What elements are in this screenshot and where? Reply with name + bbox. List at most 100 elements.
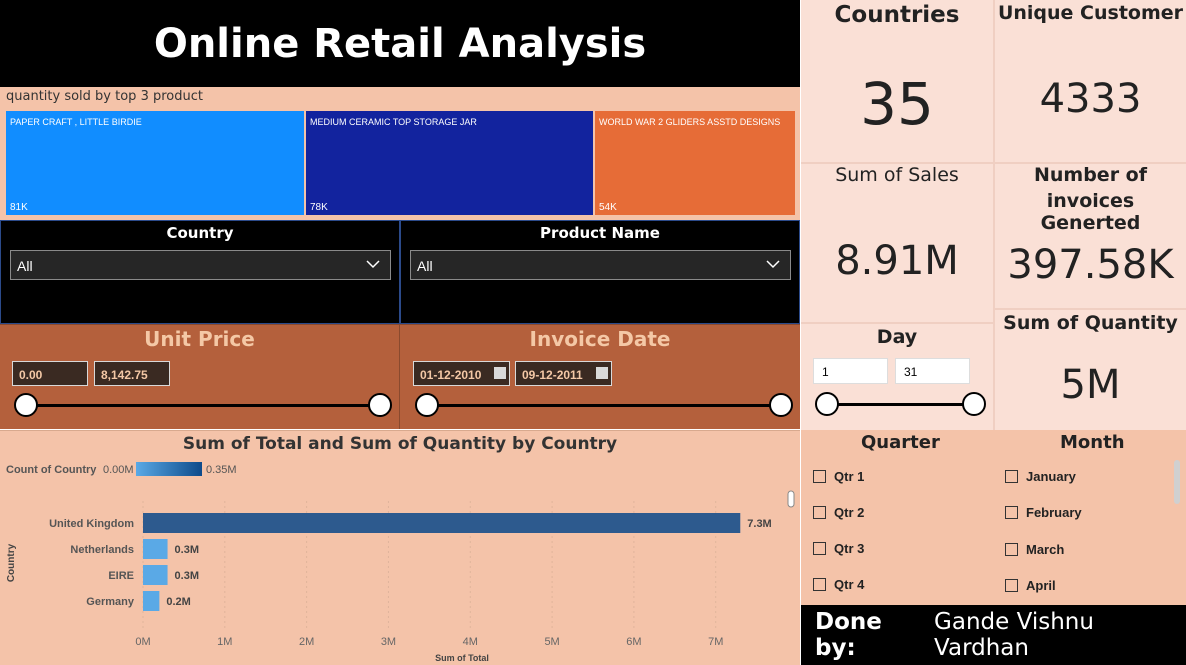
kpi-title: Sum of Sales (835, 164, 959, 186)
kpi-invoices: Number of invoices Generted 397.58K (995, 164, 1186, 308)
invoice-date-end-handle[interactable] (769, 393, 793, 417)
country-dropdown-value: All (17, 258, 33, 274)
data-label: 0.3M (175, 570, 199, 582)
product-slicer: Product Name All (400, 220, 800, 324)
month-option[interactable]: April (1005, 578, 1056, 593)
chevron-down-icon (766, 260, 780, 269)
quarter-option[interactable]: Qtr 4 (813, 577, 864, 592)
kpi-sum-of-quantity: Sum of Quantity 5M (995, 310, 1186, 430)
bar[interactable] (143, 565, 168, 585)
quarter-month-panel: Quarter Month Qtr 1 Qtr 2 Qtr 3 Qtr 4 Ja… (801, 430, 1186, 605)
checkbox[interactable] (813, 578, 826, 591)
country-bar-chart: Sum of Total and Sum of Quantity by Coun… (0, 430, 800, 665)
kpi-title: Sum of Quantity (1003, 312, 1178, 334)
data-label: 0.3M (175, 544, 199, 556)
legend-gradient (136, 462, 202, 476)
y-axis-label: Country (6, 543, 17, 582)
checkbox[interactable] (1005, 543, 1018, 556)
credit-bar: Done by: Gande Vishnu Vardhan (801, 605, 1186, 665)
category-label: Germany (86, 596, 135, 608)
tile-name: MEDIUM CERAMIC TOP STORAGE JAR (310, 117, 477, 127)
checkbox[interactable] (813, 470, 826, 483)
invoice-date-end-input[interactable]: 09-12-2011 (515, 361, 612, 386)
checkbox[interactable] (1005, 470, 1018, 483)
kpi-value: 8.91M (835, 238, 959, 284)
checkbox[interactable] (813, 542, 826, 555)
product-slicer-label: Product Name (540, 224, 660, 242)
quarter-option[interactable]: Qtr 1 (813, 469, 864, 484)
month-option[interactable]: January (1005, 469, 1076, 484)
x-tick-label: 3M (381, 636, 396, 648)
x-tick-label: 7M (708, 636, 723, 648)
x-axis-label: Sum of Total (435, 653, 489, 663)
unit-price-label: Unit Price (144, 327, 255, 351)
kpi-title: Countries (834, 2, 960, 28)
unit-price-max-input[interactable]: 8,142.75 (94, 361, 170, 386)
category-label: United Kingdom (49, 518, 134, 530)
invoice-date-track[interactable] (427, 404, 781, 407)
day-track[interactable] (828, 403, 974, 406)
bar[interactable] (143, 513, 741, 533)
tile-value: 54K (599, 202, 617, 213)
x-tick-label: 0M (135, 636, 150, 648)
kpi-divider (993, 0, 995, 430)
data-label: 0.2M (166, 596, 190, 608)
country-dropdown[interactable]: All (10, 250, 391, 280)
bar[interactable] (143, 539, 168, 559)
country-slicer-label: Country (166, 224, 234, 242)
kpi-title: Unique Customer (997, 2, 1184, 24)
month-slicer-label: Month (1060, 432, 1125, 453)
product-dropdown-value: All (417, 258, 433, 274)
day-max-handle[interactable] (962, 392, 986, 416)
country-slicer: Country All (0, 220, 400, 324)
quarter-slicer-label: Quarter (861, 432, 940, 453)
month-option[interactable]: March (1005, 542, 1064, 557)
month-option-label: March (1026, 542, 1065, 557)
day-min-input[interactable]: 1 (813, 358, 888, 384)
chart-scrollbar[interactable] (787, 490, 795, 508)
bar[interactable] (143, 591, 160, 611)
kpi-unique-customer: Unique Customer 4333 (995, 0, 1186, 162)
unit-price-slicer: Unit Price 0.00 8,142.75 (0, 324, 400, 429)
month-option[interactable]: February (1005, 505, 1082, 520)
data-label: 7.3M (747, 518, 771, 530)
invoice-date-label: Invoice Date (529, 327, 671, 351)
invoice-date-slicer: Invoice Date 01-12-2010 09-12-2011 (400, 324, 800, 429)
kpi-countries: Countries 35 (801, 0, 993, 162)
kpi-divider (801, 162, 993, 164)
tile-name: WORLD WAR 2 GLIDERS ASSTD DESIGNS (599, 117, 781, 127)
tile-value: 78K (310, 202, 328, 213)
quarter-option-label: Qtr 1 (834, 469, 865, 484)
legend-max: 0.35M (206, 464, 237, 476)
credit-prefix: Done by: (815, 609, 882, 661)
legend-label: Count of Country (6, 464, 97, 476)
calendar-icon[interactable] (494, 367, 506, 379)
month-scrollbar[interactable] (1174, 460, 1180, 504)
checkbox[interactable] (1005, 506, 1018, 519)
treemap-tile[interactable]: WORLD WAR 2 GLIDERS ASSTD DESIGNS 54K (595, 111, 795, 215)
invoice-date-start-handle[interactable] (415, 393, 439, 417)
unit-price-max-handle[interactable] (368, 393, 392, 417)
unit-price-min-input[interactable]: 0.00 (12, 361, 88, 386)
x-tick-label: 4M (463, 636, 478, 648)
quarter-option[interactable]: Qtr 3 (813, 541, 864, 556)
page-title: Online Retail Analysis (153, 20, 647, 67)
credit-name: Gande Vishnu Vardhan (934, 609, 1094, 661)
quarter-option-label: Qtr 4 (834, 577, 865, 592)
unit-price-track[interactable] (26, 404, 380, 407)
unit-price-min-handle[interactable] (14, 393, 38, 417)
invoice-date-start: 01-12-2010 (420, 368, 482, 382)
chart-svg: Sum of Total and Sum of Quantity by Coun… (6, 434, 795, 663)
month-option-label: April (1026, 578, 1056, 593)
treemap-tile[interactable]: MEDIUM CERAMIC TOP STORAGE JAR 78K (306, 111, 593, 215)
product-dropdown[interactable]: All (410, 250, 791, 280)
day-min-handle[interactable] (815, 392, 839, 416)
category-label: EIRE (108, 570, 134, 582)
treemap-tile[interactable]: PAPER CRAFT , LITTLE BIRDIE 81K (6, 111, 304, 215)
quarter-option[interactable]: Qtr 2 (813, 505, 864, 520)
day-max-input[interactable]: 31 (895, 358, 970, 384)
checkbox[interactable] (813, 506, 826, 519)
checkbox[interactable] (1005, 579, 1018, 592)
invoice-date-start-input[interactable]: 01-12-2010 (413, 361, 510, 386)
calendar-icon[interactable] (596, 367, 608, 379)
